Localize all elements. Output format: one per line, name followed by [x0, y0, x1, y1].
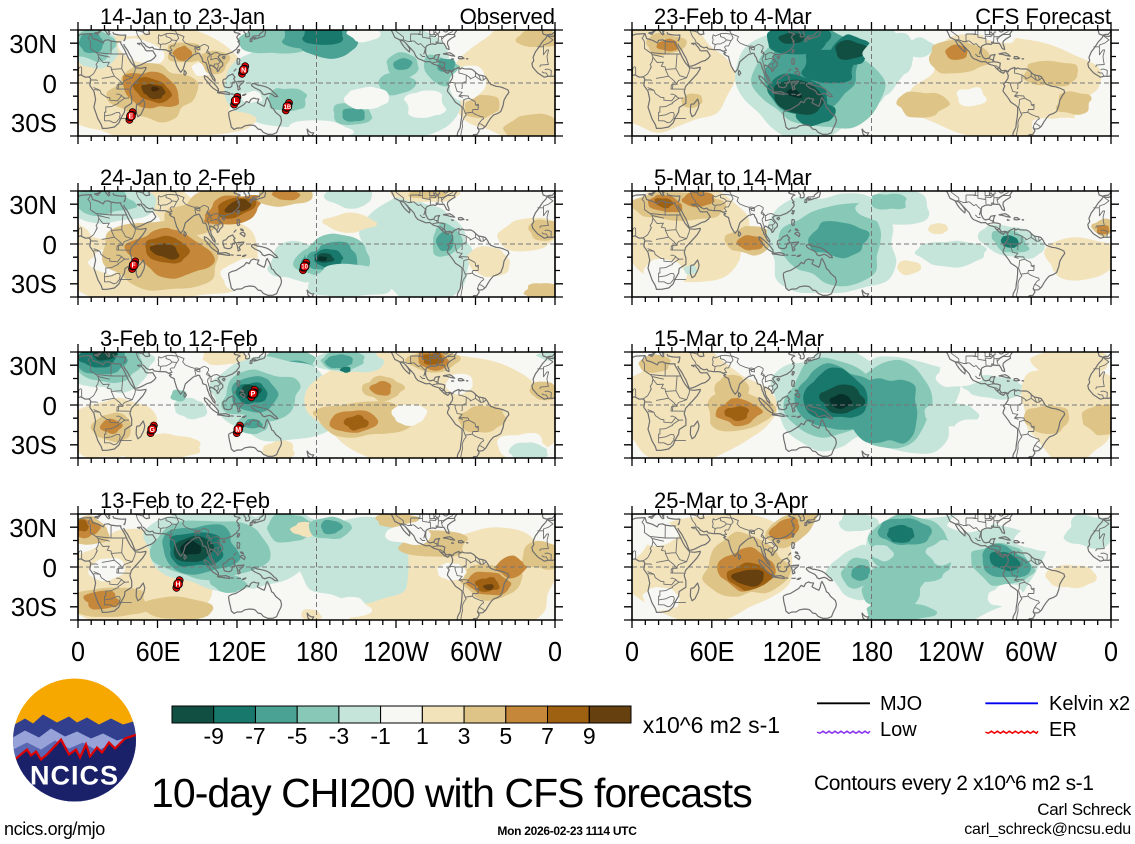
svg-text:N: N	[241, 68, 246, 75]
svg-text:F: F	[132, 263, 137, 270]
svg-text:M: M	[235, 427, 241, 434]
svg-text:NCICS: NCICS	[30, 761, 119, 791]
svg-text:E: E	[129, 114, 134, 121]
svg-text:10: 10	[301, 265, 308, 271]
svg-text:H: H	[175, 582, 180, 589]
svg-text:P: P	[251, 391, 256, 398]
svg-text:G: G	[149, 427, 155, 434]
svg-text:L: L	[234, 98, 239, 105]
svg-text:1B: 1B	[284, 105, 292, 111]
